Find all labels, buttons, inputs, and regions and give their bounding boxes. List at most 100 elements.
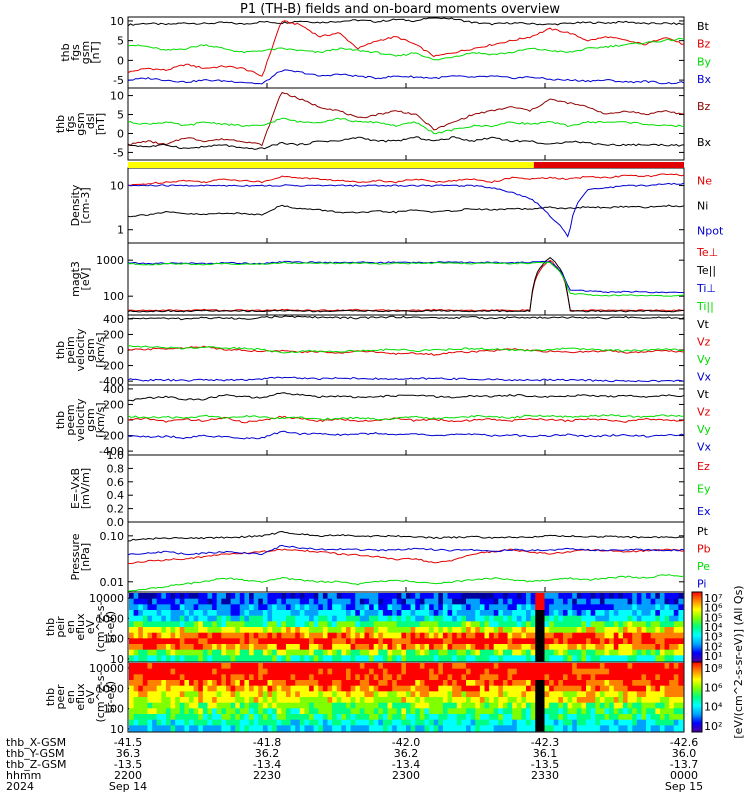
heatmap-cell <box>609 655 615 662</box>
heatmap-cell <box>161 638 167 645</box>
y-tick-label: 0 <box>117 344 124 357</box>
heatmap-cell <box>599 702 605 709</box>
heatmap-cell <box>424 649 430 656</box>
heatmap-cell <box>558 680 564 687</box>
heatmap-cell <box>313 708 319 715</box>
heatmap-cell <box>447 644 453 651</box>
heatmap-cell <box>558 702 564 709</box>
colorbar-upper <box>691 591 703 663</box>
heatmap-cell <box>382 649 388 656</box>
legend-Bx: Bx <box>697 73 712 86</box>
heatmap-cell <box>142 668 148 675</box>
heatmap-cell <box>539 691 545 698</box>
heatmap-cell <box>165 674 171 681</box>
heatmap-cell <box>618 714 624 721</box>
heatmap-cell <box>281 691 287 698</box>
heatmap-cell <box>225 702 231 709</box>
heatmap-cell <box>433 702 439 709</box>
heatmap-cell <box>429 621 435 628</box>
heatmap-cell <box>479 632 485 639</box>
heatmap-cell <box>622 655 628 662</box>
heatmap-cell <box>618 598 624 605</box>
y-tick-label: 1000 <box>96 682 124 695</box>
heatmap-cell <box>304 632 310 639</box>
heatmap-cell <box>609 685 615 692</box>
heatmap-cell <box>345 697 351 704</box>
heatmap-cell <box>475 604 481 611</box>
heatmap-cell <box>595 691 601 698</box>
heatmap-cell <box>364 638 370 645</box>
heatmap-cell <box>609 674 615 681</box>
heatmap-cell <box>272 655 278 662</box>
y-axis-label: thb <box>44 688 57 706</box>
heatmap-cell <box>641 714 647 721</box>
heatmap-cell <box>507 685 513 692</box>
heatmap-cell <box>419 680 425 687</box>
heatmap-cell <box>673 598 679 605</box>
heatmap-cell <box>179 691 185 698</box>
heatmap-cell <box>516 725 522 732</box>
heatmap-cell <box>230 714 236 721</box>
heatmap-cell <box>138 621 144 628</box>
heatmap-cell <box>526 615 532 622</box>
heatmap-cell <box>604 627 610 634</box>
heatmap-cell <box>410 598 416 605</box>
heatmap-cell <box>392 725 398 732</box>
heatmap-cell <box>424 697 430 704</box>
heatmap-cell <box>221 644 227 651</box>
heatmap-cell <box>309 674 315 681</box>
heatmap-cell <box>609 702 615 709</box>
heatmap-cell <box>175 632 181 639</box>
heatmap-cell <box>318 638 324 645</box>
heatmap-cell <box>276 638 282 645</box>
heatmap-cell <box>470 632 476 639</box>
heatmap-cell <box>138 632 144 639</box>
heatmap-cell <box>627 674 633 681</box>
heatmap-cell <box>447 719 453 726</box>
heatmap-cell <box>415 702 421 709</box>
heatmap-cell <box>189 719 195 726</box>
heatmap-cell <box>350 610 356 617</box>
heatmap-cell <box>378 714 384 721</box>
heatmap-cell <box>299 593 305 600</box>
series-Ni-line <box>127 204 685 218</box>
heatmap-cell <box>336 668 342 675</box>
heatmap-cell <box>299 644 305 651</box>
heatmap-cell <box>202 719 208 726</box>
heatmap-cell <box>452 691 458 698</box>
footer-row-label: thb_Z-GSM <box>6 758 66 771</box>
heatmap-cell <box>216 593 222 600</box>
heatmap-cell <box>165 621 171 628</box>
heatmap-cell <box>304 627 310 634</box>
heatmap-cell <box>221 655 227 662</box>
y-tick-label: 0 <box>117 54 124 67</box>
heatmap-cell <box>567 604 573 611</box>
heatmap-cell <box>235 615 241 622</box>
heatmap-cell <box>429 668 435 675</box>
heatmap-cell <box>438 663 444 670</box>
heatmap-cell <box>341 714 347 721</box>
heatmap-cell <box>627 632 633 639</box>
heatmap-cell <box>641 702 647 709</box>
heatmap-cell <box>470 604 476 611</box>
heatmap-cell <box>193 714 199 721</box>
heatmap-cell <box>212 615 218 622</box>
heatmap-cell <box>498 655 504 662</box>
heatmap-cell <box>225 680 231 687</box>
heatmap-cell <box>502 593 508 600</box>
heatmap-cell <box>133 708 139 715</box>
heatmap-cell <box>516 685 522 692</box>
heatmap-cell <box>189 610 195 617</box>
heatmap-cell <box>678 610 684 617</box>
heatmap-cell <box>244 627 250 634</box>
heatmap-cell <box>327 604 333 611</box>
heatmap-cell <box>581 674 587 681</box>
heatmap-cell <box>235 593 241 600</box>
heatmap-cell <box>466 697 472 704</box>
heatmap-cell <box>572 702 578 709</box>
heatmap-cell <box>664 680 670 687</box>
y-axis-label: [km/s] <box>94 402 107 437</box>
heatmap-cell <box>207 610 213 617</box>
heatmap-cell <box>175 674 181 681</box>
heatmap-cell <box>664 674 670 681</box>
